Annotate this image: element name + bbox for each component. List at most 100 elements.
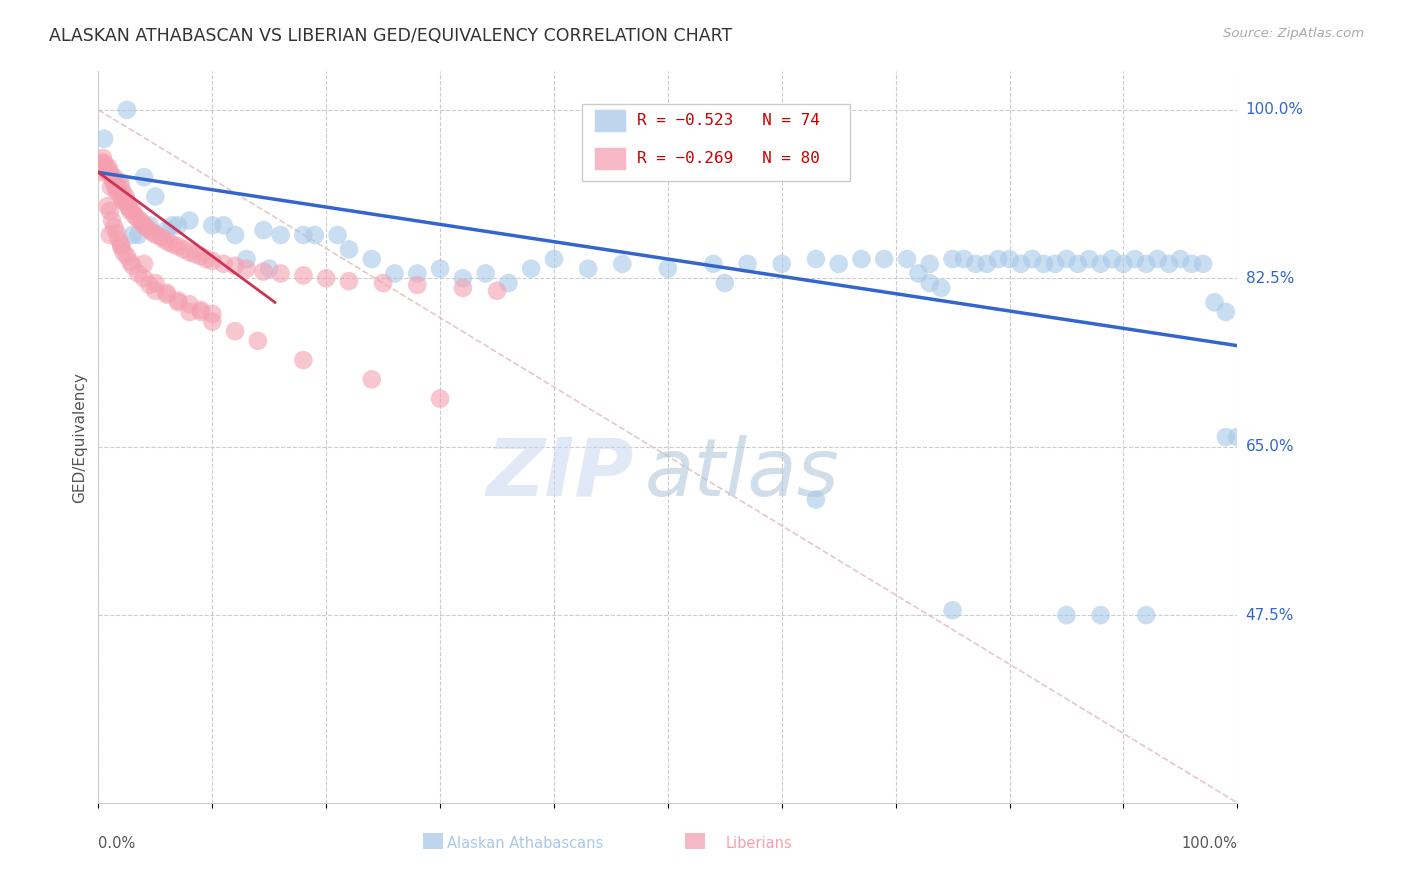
Point	[270, 227, 292, 242]
Point	[942, 603, 965, 617]
Bar	[423, 833, 443, 849]
Point	[114, 194, 136, 209]
Point	[224, 227, 246, 242]
Point	[337, 243, 360, 257]
Point	[131, 215, 153, 229]
Point	[451, 281, 474, 295]
Point	[896, 252, 918, 266]
Point	[1192, 257, 1215, 271]
Point	[100, 179, 122, 194]
Point	[702, 257, 724, 271]
Point	[91, 151, 114, 165]
Point	[145, 276, 167, 290]
Point	[246, 334, 269, 348]
Text: 65.0%: 65.0%	[1246, 439, 1294, 454]
Bar	[593, 146, 626, 170]
Point	[929, 281, 952, 295]
Point	[98, 227, 121, 242]
Point	[201, 219, 224, 233]
Point	[105, 185, 128, 199]
Point	[179, 297, 201, 311]
Point	[1078, 252, 1101, 266]
Point	[98, 203, 121, 218]
Point	[108, 175, 131, 189]
Point	[121, 227, 143, 242]
Point	[987, 252, 1010, 266]
Point	[714, 276, 737, 290]
Point	[1226, 430, 1249, 444]
Point	[429, 261, 451, 276]
Point	[315, 271, 337, 285]
Point	[224, 324, 246, 338]
Point	[1067, 257, 1090, 271]
Text: Source: ZipAtlas.com: Source: ZipAtlas.com	[1223, 27, 1364, 40]
Point	[97, 161, 120, 175]
Point	[110, 239, 132, 253]
Point	[127, 227, 149, 242]
Point	[111, 185, 134, 199]
Point	[145, 189, 167, 203]
Point	[190, 303, 212, 318]
Point	[1090, 257, 1112, 271]
Point	[270, 267, 292, 281]
Text: 47.5%: 47.5%	[1246, 607, 1294, 623]
Point	[953, 252, 976, 266]
Point	[520, 261, 543, 276]
Bar	[593, 109, 626, 132]
Point	[384, 267, 406, 281]
Point	[201, 254, 224, 268]
Point	[998, 252, 1021, 266]
Point	[1054, 608, 1078, 623]
Text: ZIP: ZIP	[486, 434, 634, 513]
Point	[179, 245, 201, 260]
Point	[1123, 252, 1146, 266]
Point	[156, 223, 179, 237]
Point	[907, 267, 929, 281]
Point	[167, 293, 190, 308]
Point	[195, 252, 218, 266]
Point	[128, 213, 150, 227]
Point	[1215, 305, 1237, 319]
Point	[112, 194, 135, 209]
Point	[1135, 257, 1157, 271]
Point	[252, 223, 274, 237]
Point	[179, 305, 201, 319]
Point	[167, 239, 190, 253]
Point	[337, 274, 360, 288]
Point	[498, 276, 520, 290]
Point	[486, 284, 509, 298]
Point	[371, 276, 394, 290]
Point	[235, 252, 257, 266]
Point	[127, 267, 149, 281]
Point	[101, 213, 124, 227]
Point	[576, 261, 599, 276]
Text: R = −0.523   N = 74: R = −0.523 N = 74	[637, 113, 820, 128]
Y-axis label: GED/Equivalency: GED/Equivalency	[72, 372, 87, 502]
Point	[259, 261, 281, 276]
Point	[1170, 252, 1192, 266]
Point	[156, 285, 179, 300]
Point	[118, 201, 141, 215]
Point	[965, 257, 987, 271]
Point	[326, 227, 349, 242]
Point	[252, 264, 274, 278]
Point	[121, 203, 143, 218]
Point	[135, 220, 157, 235]
Point	[873, 252, 896, 266]
Text: Alaskan Athabascans: Alaskan Athabascans	[447, 836, 603, 851]
Point	[804, 252, 827, 266]
Point	[127, 211, 149, 225]
Point	[292, 353, 315, 368]
Point	[90, 155, 112, 169]
Point	[173, 243, 195, 257]
Point	[918, 276, 941, 290]
Point	[190, 249, 212, 263]
Point	[115, 103, 138, 117]
Point	[292, 268, 315, 283]
Point	[1101, 252, 1123, 266]
Point	[1215, 430, 1237, 444]
Point	[96, 165, 118, 179]
Point	[1054, 252, 1078, 266]
Point	[90, 165, 112, 179]
Point	[101, 170, 124, 185]
